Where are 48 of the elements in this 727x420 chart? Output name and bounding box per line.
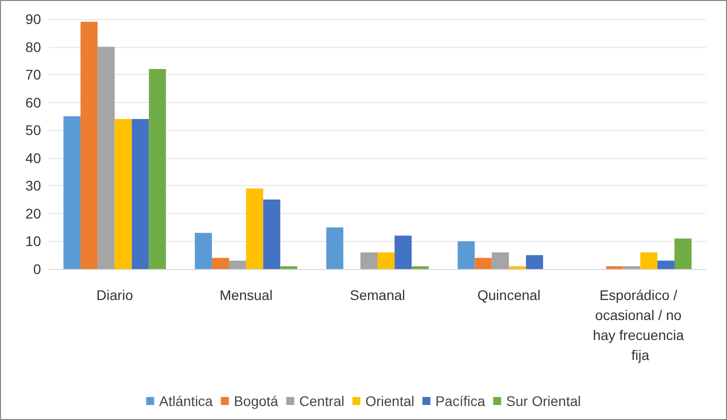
bar (132, 119, 149, 269)
y-tick-label: 70 (25, 66, 42, 83)
bar (623, 266, 640, 269)
y-tick-label: 20 (25, 205, 42, 222)
bar (474, 258, 492, 269)
bar (508, 266, 526, 269)
y-tick-label: 40 (25, 150, 42, 166)
bar (326, 227, 344, 269)
bar (80, 22, 98, 269)
legend-label: Bogotá (234, 393, 278, 409)
bar (246, 188, 264, 269)
bar (458, 241, 475, 269)
bar (606, 266, 624, 269)
y-tick-label: 50 (25, 122, 42, 138)
bar (63, 116, 81, 269)
y-tick-label: 30 (25, 178, 42, 194)
bar (114, 119, 132, 269)
legend-label: Atlántica (159, 393, 214, 409)
bar (378, 252, 395, 269)
y-tick-label: 10 (25, 233, 42, 250)
legend-label: Central (299, 393, 344, 409)
legend-label: Oriental (365, 393, 414, 409)
x-tick-label: Mensual (220, 287, 273, 303)
bar (657, 260, 674, 269)
bar (640, 252, 658, 269)
y-tick-label: 80 (25, 38, 42, 55)
x-tick-label: Semanal (350, 287, 406, 303)
bar (263, 200, 280, 269)
bar (98, 46, 115, 269)
legend-label: Pacífica (435, 393, 486, 409)
y-tick-label: 90 (25, 11, 42, 27)
y-tick-label: 60 (25, 94, 42, 110)
bar (526, 255, 544, 269)
bar (280, 266, 298, 269)
bar (394, 236, 412, 269)
bar (674, 238, 692, 269)
x-tick-label: Diario (96, 287, 134, 303)
bar (492, 252, 509, 269)
bar (148, 69, 166, 269)
y-tick-label: 0 (33, 261, 42, 277)
x-tick-label: Quincenal (477, 287, 540, 303)
bar (360, 252, 378, 269)
bar (412, 266, 429, 269)
x-tick-label: Esporádico / ocasional / no hay frecuencia fija (592, 287, 688, 363)
legend-label: Sur Oriental (506, 393, 581, 409)
bar (212, 258, 230, 269)
bar (194, 232, 212, 269)
bar (229, 260, 246, 269)
